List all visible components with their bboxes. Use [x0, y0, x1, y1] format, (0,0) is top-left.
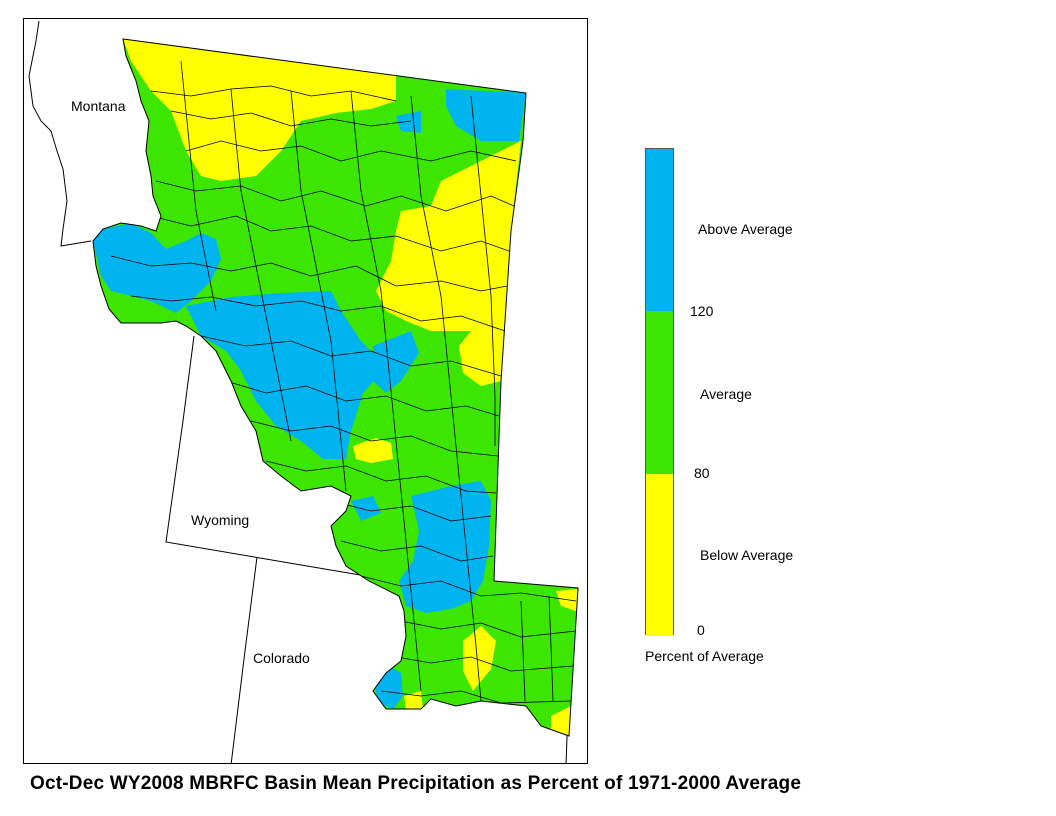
basin-above-northeast [446, 89, 526, 141]
basin-boundaries [110, 60, 577, 704]
legend-color-bar [645, 148, 674, 636]
basin-above-central [186, 291, 381, 459]
basin-outline [92, 38, 579, 737]
legend-label-above: Above Average [698, 221, 793, 237]
map-title: Oct-Dec WY2008 MBRFC Basin Mean Precipit… [30, 773, 802, 794]
basin-below-north [123, 39, 396, 181]
basin-map [28, 20, 579, 763]
state-label-montana: Montana [71, 98, 126, 114]
legend-swatch-above [646, 149, 673, 311]
legend-caption: Percent of Average [645, 648, 764, 664]
wyoming-boundary [165, 335, 367, 577]
basin-below-small-4 [551, 706, 571, 736]
montana-boundary [28, 20, 92, 247]
state-label-wyoming: Wyoming [191, 512, 250, 528]
map-frame: Montana Wyoming Colorado [23, 18, 588, 764]
basin-fills [93, 39, 578, 736]
legend-label-average: Average [700, 386, 752, 402]
state-label-colorado: Colorado [253, 650, 310, 666]
basin-above-south [399, 481, 491, 613]
legend-break-80: 80 [694, 465, 710, 481]
legend-break-0: 0 [697, 622, 705, 638]
legend-label-below: Below Average [700, 547, 794, 563]
legend-swatch-below [646, 474, 673, 636]
basin-above-central-east [373, 331, 419, 393]
basin-below-east [376, 141, 521, 331]
basin-below-small-2 [463, 626, 496, 691]
legend-swatch-average [646, 311, 673, 474]
basin-above-west [93, 223, 221, 313]
basin-above-south-small [351, 496, 381, 521]
basin-above-northeast-small [396, 111, 421, 133]
colorado-boundary-west [230, 556, 258, 763]
legend-break-120: 120 [690, 303, 714, 319]
basin-below-small-1 [353, 438, 393, 463]
